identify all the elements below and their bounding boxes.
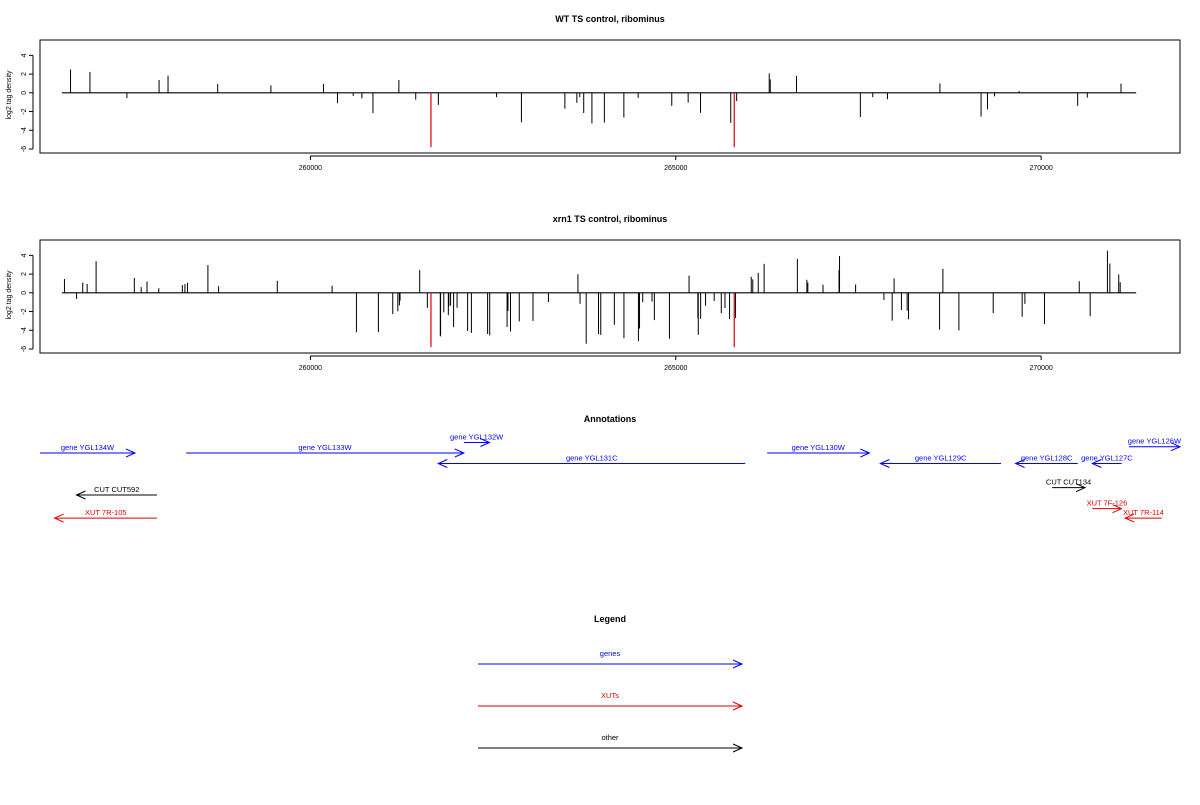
legend-item-label: XUTs [601,691,619,700]
annotation-feature: XUT 7F-126 [1087,499,1128,514]
annotation-feature: CUT CUT134 [1046,478,1091,493]
wt-axes: -6 -4 -2 0 2 4 260000 265000 270000 [21,53,1053,172]
feature-label: XUT 7R-105 [85,508,127,517]
wt-panel-title: WT TS control, ribominus [555,14,665,24]
feature-label: XUT 7R-114 [1123,508,1164,517]
xrn1-x-tick-label: 265000 [664,365,687,372]
annotation-feature: CUT CUT592 [75,485,157,500]
legend: Legend genes XUTs other [478,614,744,753]
legend-item: genes [478,649,744,669]
wt-y-axis-label: log2 tag density [6,70,13,120]
xrn1-panel-title: xrn1 TS control, ribominus [553,214,668,224]
wt-density-bars [61,69,1137,148]
legend-item-arrowhead [732,701,744,711]
feature-label: gene YGL132W [450,433,504,442]
wt-plot-frame [39,39,1181,154]
xrn1-y-tick-label: -4 [21,327,28,333]
annotations-track: Annotations gene YGL134W gene YGL133Wgene… [40,414,1182,523]
feature-arrowhead [75,490,86,500]
feature-label: gene YGL127C [1081,454,1133,463]
feature-label: CUT CUT592 [94,485,139,494]
annotation-feature: gene YGL134W [40,443,137,458]
xrn1-axes: -6 -4 -2 0 2 4 260000 265000 270000 [21,253,1053,372]
legend-item: other [478,733,744,753]
annotation-feature: gene YGL133W [186,443,466,458]
xrn1-y-tick-label: 0 [21,291,28,295]
annotation-feature: gene YGL127C [1081,454,1133,468]
feature-arrowhead [1075,483,1087,493]
annotation-feature: gene YGL130W [767,443,871,458]
feature-arrowhead [53,513,64,523]
legend-item-label: other [601,733,619,742]
feature-label: gene YGL129C [915,454,967,463]
feature-arrowhead [454,448,466,458]
feature-arrowhead [1112,504,1123,514]
feature-arrowhead [1123,513,1135,523]
xrn1-y-axis-label: log2 tag density [6,270,13,320]
wt-y-tick-label: -4 [21,127,28,133]
feature-arrowhead [437,459,448,468]
feature-label: gene YGL133W [298,443,352,452]
xrn1-x-tick-label: 270000 [1029,365,1052,372]
legend-item-arrowhead [732,743,744,753]
feature-label: gene YGL130W [792,443,846,452]
wt-y-tick-label: 2 [21,72,28,76]
wt-x-tick-label: 260000 [299,165,322,172]
legend-items: genes XUTs other [478,649,744,753]
wt-y-tick-label: 4 [21,53,28,57]
annotation-feature: gene YGL129C [879,454,1001,468]
xrn1-density-bars [61,250,1137,348]
xrn1-y-tick-label: 2 [21,272,28,276]
annotations-title: Annotations [584,414,637,424]
annotation-feature: gene YGL131C [437,454,746,468]
legend-title: Legend [594,614,626,624]
legend-item: XUTs [478,691,744,711]
feature-arrowhead [860,448,871,458]
feature-label: gene YGL134W [61,443,115,452]
wt-y-tick-label: -2 [21,108,28,114]
feature-label: CUT CUT134 [1046,478,1091,487]
xrn1-y-tick-label: -6 [21,346,28,352]
feature-label: gene YGL128C [1021,454,1073,463]
legend-item-arrowhead [732,659,744,669]
wt-y-tick-label: -6 [21,146,28,152]
annotation-features: gene YGL134W gene YGL133W gene YGL132W gene… [40,433,1182,523]
annotation-feature: XUT 7R-114 [1123,508,1164,523]
feature-arrowhead [125,448,137,458]
feature-label: gene YGL126W [1128,437,1182,446]
feature-arrowhead [1170,442,1182,452]
xrn1-plot-frame [39,239,1181,354]
xrn1-density-panel: xrn1 TS control, ribominus log2 tag dens… [6,214,1181,372]
xrn1-x-tick-label: 260000 [299,365,322,372]
wt-y-tick-label: 0 [21,91,28,95]
feature-arrowhead [1014,459,1025,468]
annotation-feature: gene YGL128C [1014,454,1078,468]
feature-arrowhead [879,459,890,468]
xrn1-y-tick-label: -2 [21,308,28,314]
feature-arrowhead [480,438,491,447]
wt-density-panel: WT TS control, ribominus log2 tag densit… [6,14,1181,172]
annotation-feature: gene YGL126W [1128,437,1182,452]
xrn1-y-tick-label: 4 [21,253,28,257]
wt-x-tick-label: 265000 [664,165,687,172]
annotation-feature: gene YGL132W [450,433,504,447]
wt-x-tick-label: 270000 [1029,165,1052,172]
feature-arrowhead [1091,459,1102,468]
feature-label: XUT 7F-126 [1087,499,1128,508]
annotation-feature: XUT 7R-105 [53,508,157,523]
legend-item-label: genes [600,649,621,658]
feature-label: gene YGL131C [566,454,618,463]
